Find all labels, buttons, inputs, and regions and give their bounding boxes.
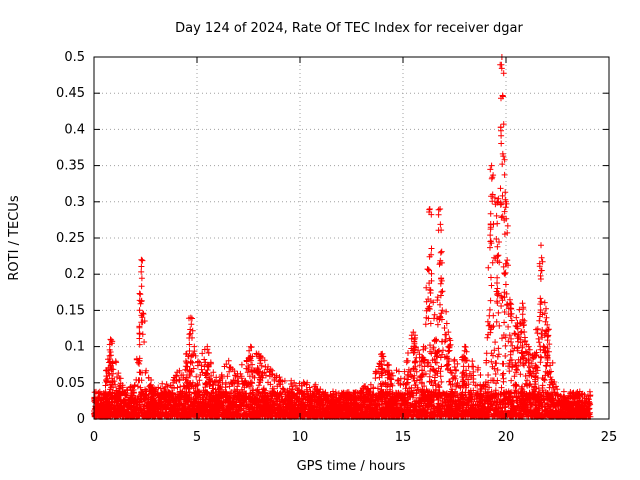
x-tick-label: 10	[292, 430, 309, 445]
grid-lines	[94, 57, 609, 419]
x-tick-label: 25	[601, 430, 618, 445]
chart-title: Day 124 of 2024, Rate Of TEC Index for r…	[175, 21, 523, 36]
y-tick-label: 0.5	[64, 50, 85, 65]
x-tick-label: 15	[395, 430, 412, 445]
y-tick-label: 0.45	[56, 86, 85, 101]
x-tick-label: 5	[193, 430, 201, 445]
y-tick-label: 0.4	[64, 122, 85, 137]
y-axis-label: ROTI / TECUs	[7, 195, 22, 280]
x-tick-label: 20	[498, 430, 515, 445]
y-tick-label: 0.25	[56, 231, 85, 246]
y-tick-label: 0.05	[56, 376, 85, 391]
y-tick-label: 0.3	[64, 195, 85, 210]
data-points	[91, 54, 594, 420]
y-tick-label: 0	[77, 412, 85, 427]
y-tick-label: 0.35	[56, 159, 85, 174]
axis-ticks: 0 5 10 15 20 25 0 0.05 0.1 0.15 0.2 0.25 0.3 0.35 0.4 0…	[56, 50, 617, 445]
y-tick-label: 0.15	[56, 303, 85, 318]
y-tick-label: 0.2	[64, 267, 85, 282]
x-tick-label: 0	[90, 430, 98, 445]
roti-markers	[91, 54, 594, 420]
x-axis-label: GPS time / hours	[297, 459, 406, 474]
y-tick-label: 0.1	[64, 340, 85, 355]
